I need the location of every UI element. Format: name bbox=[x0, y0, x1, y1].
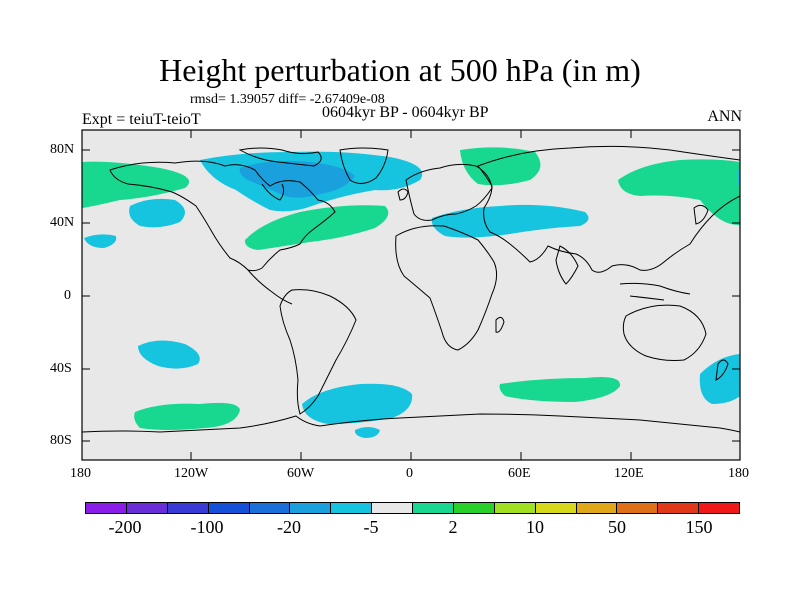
negative-region-tasman bbox=[699, 354, 740, 404]
coast-central-america bbox=[247, 269, 293, 305]
negative-region-south-atlantic bbox=[302, 383, 413, 424]
negative-region-north-pacific-east bbox=[129, 198, 185, 228]
negative-region-antarctic-small bbox=[354, 427, 380, 438]
colorbar-swatch bbox=[453, 503, 495, 513]
colorbar-swatch bbox=[249, 503, 291, 513]
colorbar-swatch bbox=[413, 503, 454, 513]
coast-japan bbox=[693, 204, 709, 225]
positive-region-east-asia bbox=[618, 159, 740, 226]
colorbar-label: 2 bbox=[448, 517, 458, 537]
colorbar-label: -20 bbox=[277, 517, 301, 537]
coast-sea-islands bbox=[619, 282, 691, 301]
positive-region-southern-indian bbox=[499, 377, 621, 402]
colorbar-swatch bbox=[331, 503, 373, 513]
coast-asia bbox=[477, 145, 740, 273]
coast-british-isles bbox=[397, 188, 409, 201]
lon-label: 180 bbox=[728, 466, 749, 481]
coast-australia bbox=[622, 304, 707, 361]
coast-madagascar bbox=[495, 316, 505, 333]
season-label: ANN bbox=[707, 108, 742, 125]
coast-arctic-islands bbox=[238, 147, 322, 167]
positive-region-dateline-north bbox=[82, 175, 97, 202]
period-label: 0604kyr BP - 0604kyr BP bbox=[322, 104, 489, 121]
colorbar-swatch bbox=[290, 503, 332, 513]
coast-europe bbox=[405, 163, 493, 221]
colorbar-swatch bbox=[167, 503, 209, 513]
colorbar-label: 10 bbox=[526, 517, 544, 537]
colorbar-label: 50 bbox=[608, 517, 626, 537]
colorbar-swatch bbox=[372, 503, 413, 513]
negative-region-core-canada bbox=[239, 160, 355, 198]
positive-region-scandinavia bbox=[460, 147, 541, 186]
negative-region-south-pacific bbox=[138, 340, 200, 369]
colorbar-swatch bbox=[617, 503, 659, 513]
lat-label: 40S bbox=[50, 361, 72, 376]
lat-label: 80N bbox=[50, 142, 75, 157]
lat-label: 0 bbox=[64, 288, 71, 303]
coast-antarctica bbox=[82, 413, 740, 433]
lat-label: 80S bbox=[50, 433, 72, 448]
lon-label: 60W bbox=[287, 466, 315, 481]
lon-label: 120W bbox=[174, 466, 209, 481]
coast-north-america bbox=[109, 160, 336, 272]
chart-title: Height perturbation at 500 hPa (in m) bbox=[159, 52, 641, 88]
coastlines bbox=[82, 145, 740, 433]
colorbar-swatch bbox=[699, 503, 739, 513]
colorbar-label: -100 bbox=[190, 517, 224, 537]
negative-region-pacific-small bbox=[84, 234, 117, 248]
colorbar-swatch bbox=[208, 503, 250, 513]
colorbar-label: -200 bbox=[108, 517, 142, 537]
colorbar bbox=[85, 502, 740, 514]
colorbar-swatch bbox=[86, 503, 127, 513]
coast-hudson-bay bbox=[261, 183, 285, 201]
coast-greenland bbox=[339, 147, 389, 184]
anomaly-fields bbox=[82, 147, 740, 438]
colorbar-label: 150 bbox=[685, 517, 713, 537]
axis-ticks bbox=[81, 130, 740, 460]
stats-line: rmsd= 1.39057 diff= -2.67409e-08 bbox=[190, 92, 385, 107]
lon-label: 0 bbox=[406, 466, 413, 481]
positive-region-south-pacific bbox=[134, 402, 240, 430]
lon-label: 120E bbox=[614, 466, 644, 481]
colorbar-swatch bbox=[126, 503, 168, 513]
colorbar-swatch bbox=[535, 503, 577, 513]
colorbar-swatch bbox=[494, 503, 536, 513]
colorbar-label: -5 bbox=[363, 517, 379, 537]
lat-label: 40N bbox=[50, 215, 75, 230]
coast-south-america bbox=[279, 289, 357, 415]
lon-label: 180 bbox=[70, 466, 91, 481]
experiment-label: Expt = teiuT-teioT bbox=[82, 111, 201, 128]
coast-india bbox=[555, 245, 579, 285]
colorbar-swatch bbox=[658, 503, 700, 513]
colorbar-swatch bbox=[576, 503, 618, 513]
coast-africa bbox=[395, 225, 498, 351]
positive-region-north-atlantic bbox=[244, 205, 389, 250]
negative-region-mediterranean bbox=[431, 204, 589, 238]
coast-new-zealand bbox=[715, 359, 729, 381]
lon-label: 60E bbox=[508, 466, 531, 481]
